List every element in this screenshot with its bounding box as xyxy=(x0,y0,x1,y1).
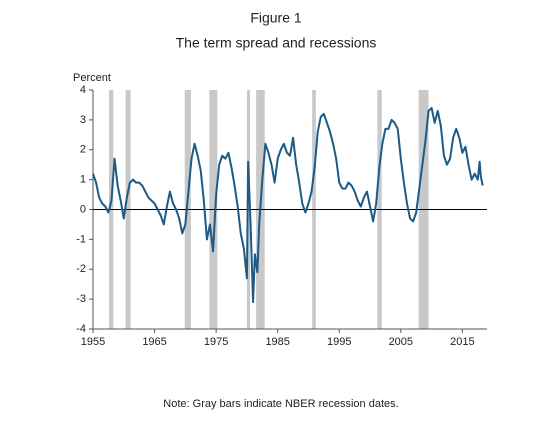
chart-subtitle: The term spread and recessions xyxy=(176,35,377,51)
y-tick-label: 4 xyxy=(80,84,86,96)
x-tick-label: 1975 xyxy=(204,336,228,348)
y-axis-label: Percent xyxy=(73,72,111,84)
x-tick-label: 2005 xyxy=(389,336,413,348)
term-spread-line xyxy=(92,106,484,304)
chart-title: Figure 1 xyxy=(250,10,302,26)
x-tick-label: 1995 xyxy=(327,336,351,348)
y-tick-label: -3 xyxy=(76,293,86,305)
note: Note: Gray bars indicate NBER recession … xyxy=(163,398,398,410)
y-tick-label: 2 xyxy=(80,144,86,156)
y-tick-label: -4 xyxy=(76,323,86,335)
x-tick-label: 2015 xyxy=(450,336,474,348)
y-tick-label: 1 xyxy=(80,174,86,186)
x-tick-label: 1955 xyxy=(81,336,105,348)
y-tick-label: -1 xyxy=(76,233,86,245)
x-tick-label: 1985 xyxy=(265,336,289,348)
y-tick-label: 3 xyxy=(80,114,86,126)
y-tick-label: 0 xyxy=(80,203,86,215)
x-tick-label: 1965 xyxy=(142,336,166,348)
y-tick-label: -2 xyxy=(76,263,86,275)
